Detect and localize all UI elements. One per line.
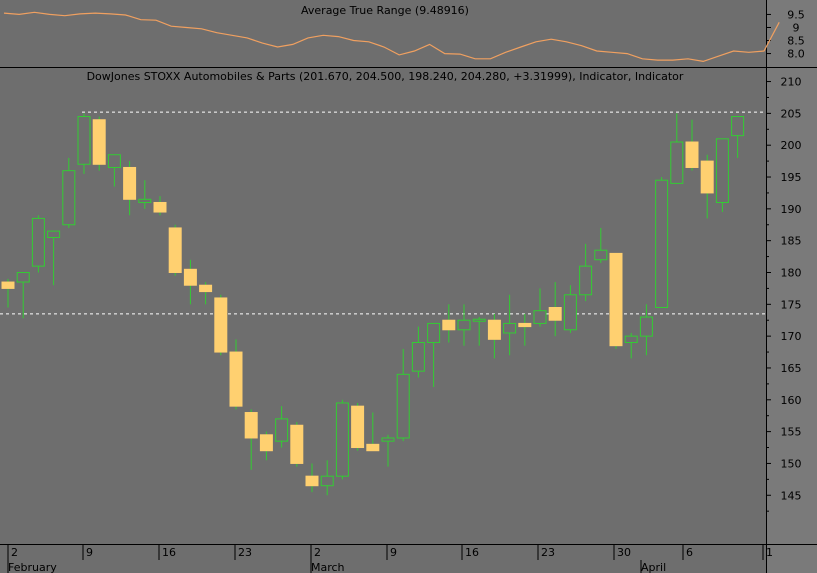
price-tick-label: 145 [781,489,802,502]
price-tick-label: 175 [781,298,802,311]
candle-down-body [290,424,304,464]
time-tick-label: 23 [238,546,252,559]
candle-up-body [715,138,729,203]
candle-down-body [1,281,15,289]
candle-up-body [335,402,349,477]
atr-title: Average True Range (9.48916) [301,4,469,17]
candle-up-body [472,318,486,322]
month-label: February [8,561,57,573]
month-label: April [641,561,666,573]
atr-tick-label: 8.0 [787,48,805,61]
price-tick-label: 205 [781,107,802,120]
atr-tick-label: 8.5 [787,35,805,48]
candle-down-body [548,307,562,321]
candle-up-body [381,437,395,442]
candle-up-body [275,418,289,442]
candle-down-body [685,141,699,168]
reference-lines [0,111,766,315]
price-tick-label: 170 [781,330,802,343]
candle-down-body [244,412,258,439]
time-tick-label: 2 [314,546,321,559]
time-tick-label: 9 [390,546,397,559]
atr-series-line [3,11,780,63]
price-tick-label: 160 [781,394,802,407]
candle-up-body [670,141,684,184]
price-tick-label: 165 [781,362,802,375]
candle-up-body [624,335,638,344]
atr-tick-label: 9.5 [787,8,805,21]
time-tick-label: 23 [541,546,555,559]
candle-up-body [107,154,121,168]
price-tick-label: 185 [781,235,802,248]
candle-up-body [62,170,76,226]
candle-down-body [168,227,182,273]
candle-down-body [199,284,213,293]
time-axis: 2 9 16 23 2 9 16 23 30 6 1 February March April [7,545,773,573]
price-tick-label: 210 [781,76,802,89]
price-tick-label: 200 [781,139,802,152]
candle-up-body [138,198,152,203]
candle-up-body [320,475,334,487]
candle-up-body [77,116,91,165]
candle-up-body [457,319,471,331]
candle-down-body [153,201,167,213]
candle-up-body [16,271,30,283]
time-tick-label: 9 [86,546,93,559]
price-tick-label: 155 [781,426,802,439]
candle-up-body [655,179,669,308]
time-tick-label: 16 [162,546,176,559]
candle-down-body [518,322,532,328]
candle-up-body [411,342,425,372]
candle-up-body [563,294,577,331]
atr-tick-label: 9 [793,21,800,34]
candlestick-series [1,113,745,496]
candle-up-body [47,230,61,238]
candle-up-body [427,322,441,344]
candle-down-body [609,252,623,347]
candle-down-body [183,268,197,286]
price-tick-label: 190 [781,203,802,216]
price-title: DowJones STOXX Automobiles & Parts (201.… [87,70,684,83]
month-label: March [311,561,345,573]
candle-up-body [594,249,608,261]
time-tick-label: 6 [686,546,693,559]
candle-up-body [533,310,547,324]
price-tick-label: 195 [781,171,802,184]
time-tick-label: 1 [766,546,773,559]
candle-down-body [700,160,714,194]
time-tick-label: 2 [11,546,18,559]
candle-up-body [731,116,745,137]
price-axis-panel [766,0,817,573]
candle-up-body [31,217,45,267]
time-tick-label: 30 [617,546,631,559]
candle-down-body [123,166,137,200]
time-tick-label: 16 [465,546,479,559]
candle-down-body [487,319,501,340]
price-tick-label: 180 [781,266,802,279]
candle-down-body [259,434,273,452]
candle-down-body [92,119,106,165]
candle-down-body [366,443,380,452]
candle-up-body [396,373,410,439]
candle-down-body [442,319,456,331]
candle-up-body [639,316,653,337]
candle-up-body [579,265,593,296]
candle-down-body [305,475,319,487]
candle-down-body [214,297,228,353]
candle-up-body [503,322,517,334]
candle-down-body [229,351,243,407]
candle-down-body [351,405,365,449]
price-axis: 210 205 200 195 190 185 180 175 170 165 160 155 150 1… [766,76,802,512]
atr-axis: 9.598.58.0 [766,8,805,61]
price-tick-label: 150 [781,457,802,470]
